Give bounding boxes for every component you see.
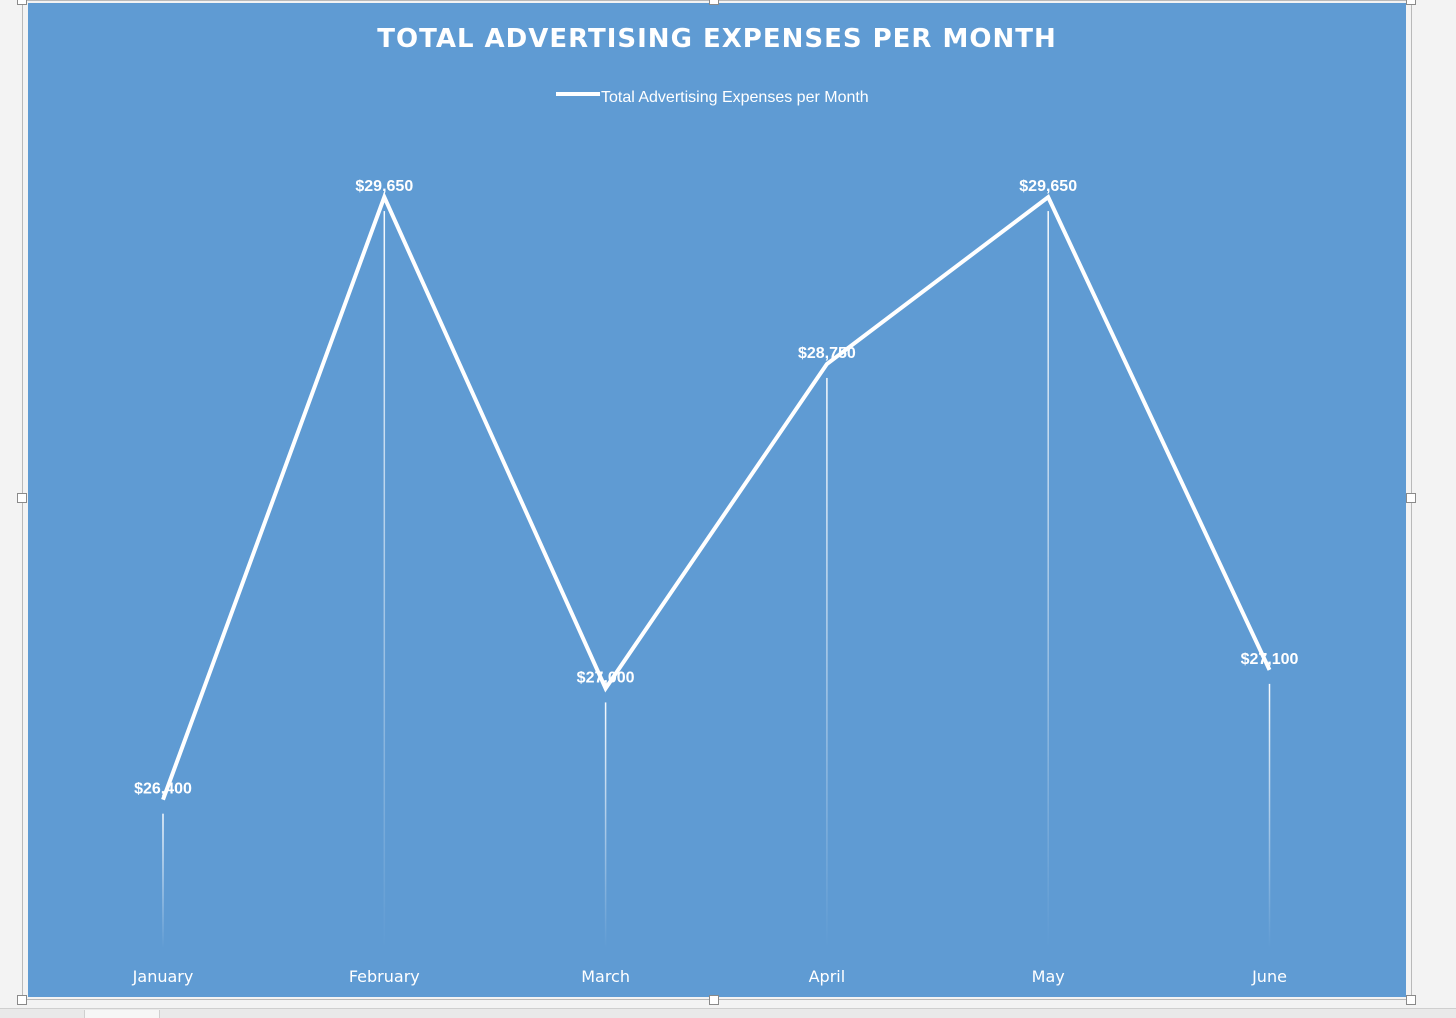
resize-handle-top-left[interactable] [17, 0, 27, 5]
data-labels: $26,400 $29,650 $27,000 $28,750 $29,650 $27,1… [134, 178, 1298, 798]
chart-title[interactable]: TOTAL ADVERTISING EXPENSES PER MONTH [377, 24, 1056, 54]
drop-lines [162, 211, 1271, 949]
legend-entry-label: Total Advertising Expenses per Month [601, 89, 869, 106]
data-label-may[interactable]: $29,650 [1019, 178, 1077, 195]
data-label-february[interactable]: $29,650 [355, 178, 413, 195]
legend[interactable]: Total Advertising Expenses per Month [556, 89, 869, 106]
resize-handle-bottom-left[interactable] [17, 995, 27, 1005]
x-tick-label-february: February [349, 967, 420, 986]
drop-line-may [1047, 211, 1049, 949]
data-label-march[interactable]: $27,000 [577, 669, 635, 686]
x-tick-label-june: June [1251, 967, 1287, 986]
drop-line-january [162, 813, 164, 948]
data-label-june[interactable]: $27,100 [1241, 651, 1299, 668]
sheet-tab-bar [0, 1008, 1456, 1018]
x-tick-label-april: April [809, 967, 846, 986]
data-label-april[interactable]: $28,750 [798, 345, 856, 362]
series-line-group[interactable] [161, 191, 1272, 801]
chart-area[interactable]: TOTAL ADVERTISING EXPENSES PER MONTH Tot… [28, 3, 1406, 997]
drop-line-march [604, 702, 607, 948]
data-label-january[interactable]: $26,400 [134, 781, 192, 798]
resize-handle-right[interactable] [1406, 493, 1416, 503]
resize-handle-top-right[interactable] [1406, 0, 1416, 5]
x-axis[interactable]: January February March April May June [132, 967, 1287, 986]
x-tick-label-march: March [581, 967, 630, 986]
resize-handle-bottom[interactable] [709, 995, 719, 1005]
sheet-tab[interactable] [84, 1010, 160, 1018]
x-tick-label-may: May [1032, 967, 1065, 986]
x-tick-label-january: January [132, 967, 194, 986]
resize-handle-bottom-right[interactable] [1406, 995, 1416, 1005]
chart-canvas: TOTAL ADVERTISING EXPENSES PER MONTH Tot… [132, 24, 1299, 986]
drop-line-february [383, 211, 386, 949]
resize-handle-left[interactable] [17, 493, 27, 503]
resize-handle-top[interactable] [709, 0, 719, 5]
drop-line-april [826, 377, 828, 948]
drop-line-june [1268, 683, 1271, 948]
series-line[interactable] [161, 191, 1272, 801]
